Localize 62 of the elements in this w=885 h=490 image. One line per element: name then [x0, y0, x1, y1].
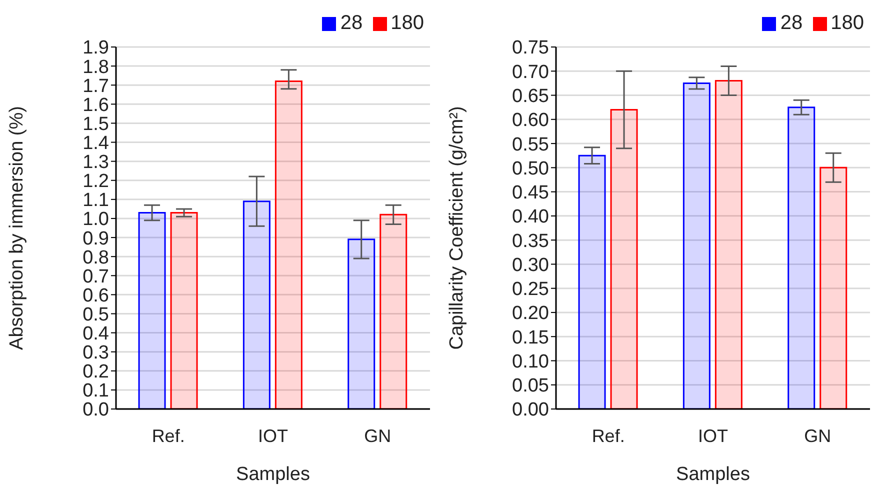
legend-label: 28 — [780, 12, 803, 34]
bar — [682, 82, 710, 409]
bar — [610, 108, 638, 409]
y-tick-label: 0.35 — [512, 230, 549, 252]
y-tick-label: 0.45 — [512, 182, 549, 204]
x-tick-label: Ref. — [592, 426, 625, 446]
y-tick-label: 1.7 — [82, 76, 109, 97]
bar — [242, 200, 270, 409]
y-tick-label: 0.60 — [512, 110, 549, 132]
y-tick-label: 0.40 — [512, 206, 549, 228]
y-tick-label: 1.1 — [82, 190, 109, 212]
y-tick-label: 1.8 — [82, 56, 109, 78]
legend-label: 180 — [390, 12, 424, 34]
y-tick-label: 0.15 — [512, 327, 549, 348]
y-tick-label: 1.4 — [82, 133, 110, 154]
bar — [820, 166, 848, 409]
legend-label: 180 — [830, 12, 864, 34]
x-tick-label: GN — [804, 426, 832, 446]
y-tick-label: 0.25 — [512, 279, 549, 300]
y-tick-label: 0.0 — [82, 400, 109, 421]
y-tick-label: 1.9 — [82, 38, 109, 59]
y-tick-label: 1.3 — [82, 152, 109, 174]
y-tick-label: 0.4 — [82, 324, 110, 345]
y-tick-label: 0.50 — [512, 158, 549, 180]
y-tick-label: 1.0 — [82, 209, 109, 230]
y-axis-title: Capillarity Coefficient (g/cm²) — [446, 106, 468, 350]
y-tick-label: 0.6 — [82, 285, 109, 306]
y-tick-label: 0.55 — [512, 134, 549, 156]
x-tick-label: IOT — [258, 426, 288, 446]
bar — [138, 212, 166, 409]
y-tick-label: 0.65 — [512, 86, 549, 108]
x-axis-title: Samples — [676, 464, 750, 485]
y-tick-label: 0.3 — [82, 342, 109, 364]
y-tick-label: 0.1 — [82, 380, 109, 402]
y-tick-label: 0.20 — [512, 303, 549, 324]
y-axis-title: Absorption by immersion (%) — [6, 106, 28, 350]
y-tick-label: 1.2 — [82, 171, 109, 192]
bar — [348, 238, 376, 409]
y-tick-label: 0.5 — [82, 304, 109, 326]
y-tick-label: 0.7 — [82, 266, 109, 288]
y-tick-label: 0.8 — [82, 247, 109, 268]
y-tick-label: 0.75 — [512, 38, 549, 59]
x-tick-label: Ref. — [152, 426, 185, 446]
bar — [714, 80, 742, 409]
y-tick-label: 0.10 — [512, 351, 549, 372]
bar — [578, 154, 606, 409]
y-tick-label: 1.5 — [82, 114, 109, 135]
x-axis-title: Samples — [236, 464, 310, 485]
bar — [380, 214, 408, 409]
y-tick-label: 0.2 — [82, 362, 109, 383]
x-tick-label: IOT — [698, 426, 728, 446]
x-tick-label: GN — [364, 426, 392, 446]
y-tick-label: 0.9 — [82, 228, 109, 250]
y-tick-label: 1.6 — [82, 94, 109, 116]
y-tick-label: 0.00 — [512, 400, 549, 421]
y-tick-label: 0.30 — [512, 254, 549, 276]
bar — [170, 212, 198, 409]
bar — [788, 106, 816, 409]
y-tick-label: 0.70 — [512, 62, 549, 83]
bar — [274, 80, 302, 409]
y-tick-label: 0.05 — [512, 376, 549, 397]
legend-label: 28 — [340, 12, 363, 34]
